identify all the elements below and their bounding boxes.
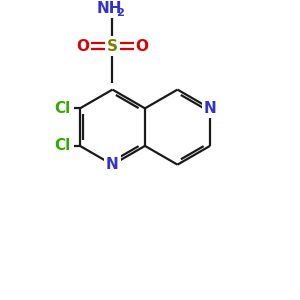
Text: Cl: Cl — [54, 138, 70, 153]
Text: O: O — [136, 39, 148, 54]
Text: 2: 2 — [116, 8, 124, 17]
Text: NH: NH — [97, 1, 122, 16]
Text: O: O — [76, 39, 89, 54]
Text: N: N — [106, 157, 119, 172]
Text: S: S — [107, 39, 118, 54]
Text: Cl: Cl — [54, 101, 70, 116]
Text: N: N — [204, 101, 216, 116]
